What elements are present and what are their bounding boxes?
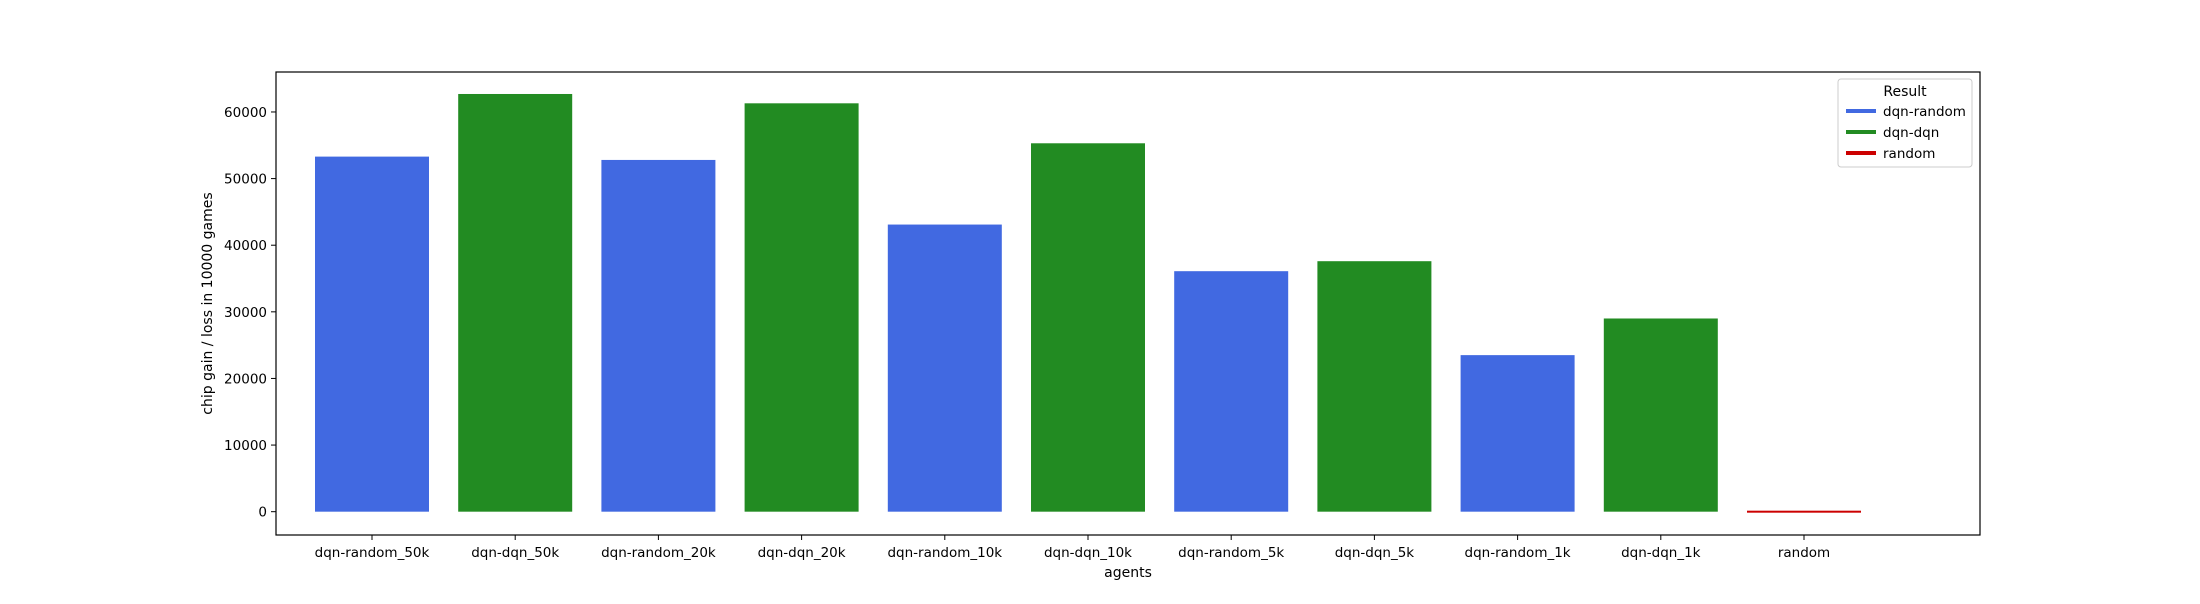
bar-dqn-dqn_20k	[744, 103, 859, 512]
y-tick-label: 50000	[224, 172, 267, 188]
legend-box	[1837, 78, 1973, 168]
bars-layer	[315, 93, 1861, 513]
legend-entries: dqn-random dqn-dqn random	[1846, 104, 1966, 162]
plot-frame	[275, 71, 1981, 536]
x-tick-label: dqn-dqn_50k	[471, 545, 559, 561]
x-tick-label: dqn-random_5k	[1178, 545, 1284, 561]
x-tick-label: dqn-dqn_5k	[1335, 545, 1415, 561]
bar-dqn-dqn_5k	[1317, 261, 1432, 512]
y-tick-label: 0	[258, 505, 267, 521]
bar-dqn-random_50k	[315, 156, 429, 512]
y-tick-label: 40000	[224, 238, 267, 254]
bar-dqn-random_20k	[601, 159, 716, 512]
y-tick-label: 20000	[224, 371, 267, 387]
y-tick-label: 30000	[224, 305, 267, 321]
legend-label-random: random	[1883, 146, 1935, 162]
bar-dqn-dqn_50k	[458, 93, 573, 512]
legend-label-dqn-random: dqn-random	[1883, 104, 1966, 120]
x-tick-label: dqn-random_10k	[887, 545, 1002, 561]
legend: Result dqn-random dqn-dqn random	[1837, 78, 1973, 168]
x-tick-label: dqn-random_1k	[1465, 545, 1571, 561]
x-tick-label: dqn-dqn_10k	[1044, 545, 1132, 561]
bar-dqn-random_10k	[887, 224, 1002, 512]
x-axis-label: agents	[1104, 565, 1152, 581]
bar-dqn-random_1k	[1460, 355, 1575, 512]
y-tick-label: 10000	[224, 438, 267, 454]
y-axis-label: chip gain / loss in 10000 games	[200, 192, 216, 414]
x-axis: dqn-random_50k dqn-dqn_50k dqn-random_20k d…	[315, 535, 1830, 561]
bar-dqn-dqn_1k	[1603, 318, 1718, 512]
x-tick-label: dqn-random_50k	[315, 545, 430, 561]
x-tick-label: random	[1778, 545, 1830, 561]
x-tick-label: dqn-dqn_20k	[758, 545, 846, 561]
legend-label-dqn-dqn: dqn-dqn	[1883, 125, 1939, 141]
legend-title: Result	[1883, 84, 1927, 100]
bar-dqn-random_5k	[1174, 271, 1289, 512]
y-axis: 0 10000 20000 30000 40000 50000 60000	[224, 105, 276, 521]
y-tick-label: 60000	[224, 105, 267, 121]
x-tick-label: dqn-dqn_1k	[1621, 545, 1701, 561]
bar-random	[1747, 510, 1861, 513]
bar-dqn-dqn_10k	[1031, 143, 1145, 512]
x-tick-label: dqn-random_20k	[601, 545, 716, 561]
